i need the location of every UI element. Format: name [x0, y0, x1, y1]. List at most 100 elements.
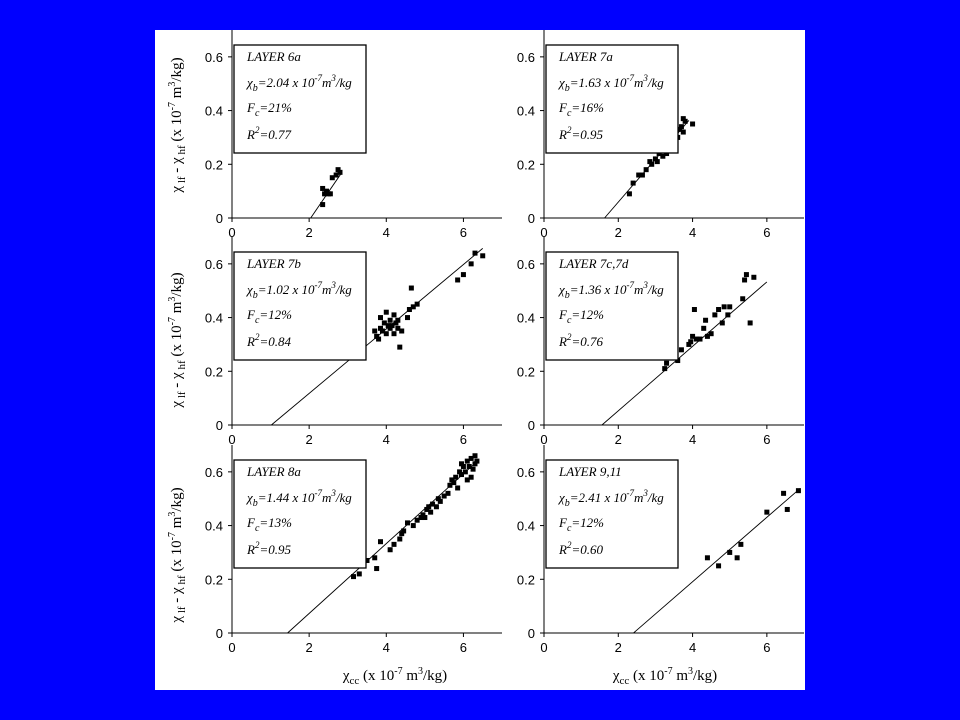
legend-fc: Fc=12% — [558, 515, 604, 534]
legend-r2: R2=0.95 — [558, 125, 603, 142]
data-point — [399, 328, 405, 334]
y-tick-label: 0.6 — [517, 465, 535, 480]
y-tick-label: 0.4 — [205, 104, 223, 119]
data-point — [704, 555, 710, 561]
r2-exp: 2 — [567, 332, 572, 342]
data-point — [383, 331, 389, 337]
r2-symbol: R — [246, 127, 255, 142]
y-tick-label: 0.4 — [517, 519, 535, 534]
y-tick-label: 0.6 — [517, 50, 535, 65]
chi-sub: b — [253, 83, 258, 94]
data-point — [643, 167, 649, 173]
data-point — [447, 482, 453, 488]
data-point — [716, 307, 722, 313]
data-point — [468, 455, 474, 461]
x-label-text: (x 10 — [629, 668, 664, 684]
x-label-symbol: χ — [612, 668, 620, 684]
legend-fc: Fc=12% — [246, 307, 292, 326]
data-point — [430, 501, 436, 507]
data-point — [378, 325, 383, 331]
data-point — [414, 517, 420, 523]
fc-sub: c — [567, 523, 572, 534]
data-point — [335, 167, 341, 173]
chi-unit: m — [322, 75, 331, 90]
x-tick-label: 0 — [228, 640, 235, 655]
x-tick-label: 2 — [306, 640, 313, 655]
data-point — [383, 309, 389, 315]
data-point — [460, 272, 466, 278]
chi-exp: -7 — [627, 280, 635, 290]
data-point — [387, 325, 393, 331]
legend-layer-label: LAYER 9,11 — [558, 464, 622, 479]
y-label-sub1: lf — [176, 391, 188, 401]
fc-value: =13% — [259, 515, 292, 530]
data-point — [701, 325, 707, 331]
y-tick-label: 0.2 — [517, 572, 535, 587]
data-point — [678, 347, 684, 353]
y-label-symbol: χ — [169, 616, 185, 624]
data-point — [462, 469, 468, 475]
chi-symbol: χ — [557, 490, 565, 505]
fc-symbol: F — [558, 307, 568, 322]
x-tick-label: 6 — [763, 225, 770, 240]
data-point — [660, 153, 666, 159]
chi-exp: -7 — [627, 488, 635, 498]
x-label-sup: -7 — [394, 666, 402, 677]
y-label-sup2: 3 — [167, 512, 178, 517]
legend-r2: R2=0.76 — [558, 332, 603, 349]
data-point — [410, 304, 416, 310]
data-point — [457, 469, 463, 475]
data-point — [712, 312, 718, 318]
r2-value: =0.76 — [571, 334, 603, 349]
data-point — [459, 461, 464, 467]
data-point — [474, 458, 480, 464]
fc-sub: c — [567, 315, 572, 326]
y-axis-label-row-1: χ lf - χ hf (x 10-7 m3/kg) — [167, 57, 188, 193]
data-point — [374, 333, 380, 339]
x-label-sub: cc — [349, 675, 359, 687]
data-point — [351, 574, 356, 580]
chi-value: =1.36 x 10 — [570, 282, 627, 297]
r2-exp: 2 — [255, 332, 260, 342]
data-point — [464, 477, 470, 483]
legend-layer-label: LAYER 7b — [246, 256, 301, 271]
data-point — [639, 172, 645, 178]
data-point — [464, 458, 470, 464]
data-point — [320, 185, 326, 191]
data-point — [470, 466, 476, 472]
fc-sub: c — [255, 523, 260, 534]
legend-layer-label: LAYER 8a — [246, 464, 301, 479]
r2-symbol: R — [558, 334, 567, 349]
x-tick-label: 4 — [689, 225, 696, 240]
x-tick-label: 4 — [689, 432, 696, 447]
r2-exp: 2 — [567, 125, 572, 135]
data-point — [395, 317, 401, 323]
data-point — [690, 333, 696, 339]
chi-value: =1.44 x 10 — [258, 490, 315, 505]
data-point — [654, 159, 660, 165]
data-point — [680, 129, 686, 135]
fc-value: =16% — [571, 100, 604, 115]
data-point — [742, 277, 748, 283]
data-point — [329, 175, 335, 181]
chi-unit-exp: 3 — [330, 73, 336, 83]
chi-exp: -7 — [627, 73, 635, 83]
legend-fc: Fc=13% — [246, 515, 292, 534]
y-label-sup: -7 — [167, 102, 178, 110]
data-point — [708, 331, 714, 337]
svg-text:χ lf - χ hf (x 10-7 m3/kg): χ lf - χ hf (x 10-7 m3/kg) — [167, 487, 188, 623]
y-label-text2: m — [169, 516, 185, 532]
data-point — [364, 557, 370, 563]
data-point — [433, 504, 439, 510]
y-label-symbol2: χ — [169, 372, 185, 380]
x-tick-label: 6 — [460, 225, 467, 240]
y-label-dash: - — [169, 594, 185, 607]
chart-panel-3: 0 2 4 6 0 0.2 0.4 0.6 LAYER 7b χb=1.02 x 10-7m3/k… — [205, 237, 502, 447]
chi-exp: -7 — [315, 73, 323, 83]
fc-value: =12% — [259, 307, 292, 322]
legend-fc: Fc=21% — [246, 100, 292, 119]
fc-symbol: F — [558, 515, 568, 530]
y-label-sup: -7 — [167, 532, 178, 540]
fc-sub: c — [567, 108, 572, 119]
